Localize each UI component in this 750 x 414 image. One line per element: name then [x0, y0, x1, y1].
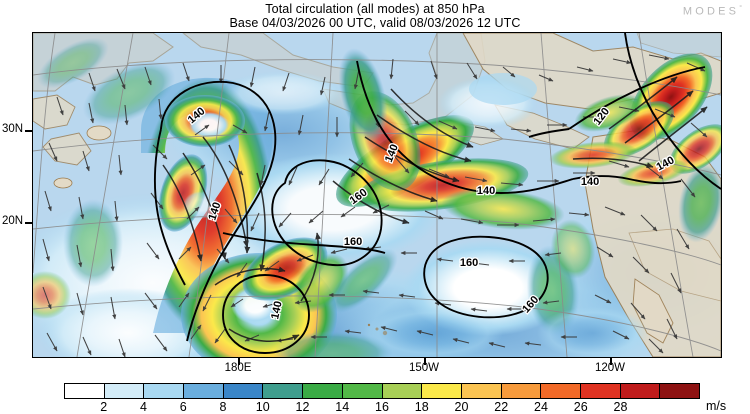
ytick-mark-20n	[25, 222, 33, 224]
chart-subtitle: Base 04/03/2026 00 UTC, valid 08/03/2026…	[229, 16, 521, 30]
colorbar-tick-label: 26	[573, 400, 588, 414]
xtick-mark-120w	[610, 358, 612, 365]
colorbar-tick-label: 14	[335, 400, 350, 414]
colorbar-segment	[184, 384, 224, 398]
colorbar-segment	[223, 384, 264, 398]
colorbar-tick-label: 28	[613, 400, 628, 414]
svg-text:140: 140	[269, 300, 285, 320]
ytick-mark-30n	[25, 130, 33, 132]
colorbar-segment	[263, 384, 304, 398]
xtick-label-120w: 120W	[594, 362, 626, 374]
colorbar-tick-label: 12	[295, 400, 310, 414]
colorbar-tick-label: 10	[255, 400, 270, 414]
colorbar-tick-label: 16	[375, 400, 389, 414]
xtick-label-150w: 150W	[408, 362, 440, 374]
colorbar-tick-label: 22	[494, 400, 509, 414]
colorbar-segment	[541, 384, 581, 398]
colorbar-tick-label: 6	[179, 400, 187, 414]
xtick-label-180e: 180E	[224, 362, 252, 374]
brand-mark: °	[739, 5, 742, 12]
colorbar-tick-label: 24	[534, 400, 548, 414]
xtick-mark-150w	[424, 358, 426, 365]
modes-logo: MODES°	[683, 5, 742, 18]
svg-text:140: 140	[477, 185, 495, 197]
colorbar-tick-label: 20	[454, 400, 469, 414]
colorbar-segment	[660, 384, 699, 398]
colorbar-segment	[580, 384, 621, 398]
ytick-label-20n: 20N	[2, 215, 24, 227]
svg-text:160: 160	[344, 236, 362, 248]
colorbar-units-label: m/s	[706, 399, 727, 413]
weather-map-canvas: 140 140 140 140 140 140 140	[33, 33, 721, 357]
colorbar-segment	[65, 384, 105, 398]
map-plot-area[interactable]: 140 140 140 140 140 140 140	[32, 32, 722, 358]
colorbar[interactable]	[64, 383, 700, 399]
colorbar-segment	[461, 384, 502, 398]
colorbar-segment	[144, 384, 185, 398]
colorbar-segment	[620, 384, 661, 398]
colorbar-segment	[501, 384, 542, 398]
page-title: Total circulation (all modes) at 850 hPa	[265, 2, 485, 16]
colorbar-tick-label: 8	[219, 400, 227, 414]
colorbar-segment	[303, 384, 343, 398]
colorbar-segment	[422, 384, 462, 398]
brand-text: MODES	[682, 5, 740, 18]
colorbar-tick-label: 18	[414, 400, 429, 414]
colorbar-segment	[104, 384, 145, 398]
chart-title-block: Total circulation (all modes) at 850 hPa…	[0, 2, 750, 30]
svg-text:140: 140	[581, 176, 599, 188]
colorbar-segment	[382, 384, 423, 398]
xtick-mark-180e	[238, 358, 240, 365]
ytick-label-30n: 30N	[2, 123, 24, 135]
colorbar-tick-label: 4	[140, 400, 147, 414]
svg-text:160: 160	[460, 257, 478, 269]
colorbar-segment	[342, 384, 383, 398]
colorbar-tick-label: 2	[100, 400, 108, 414]
